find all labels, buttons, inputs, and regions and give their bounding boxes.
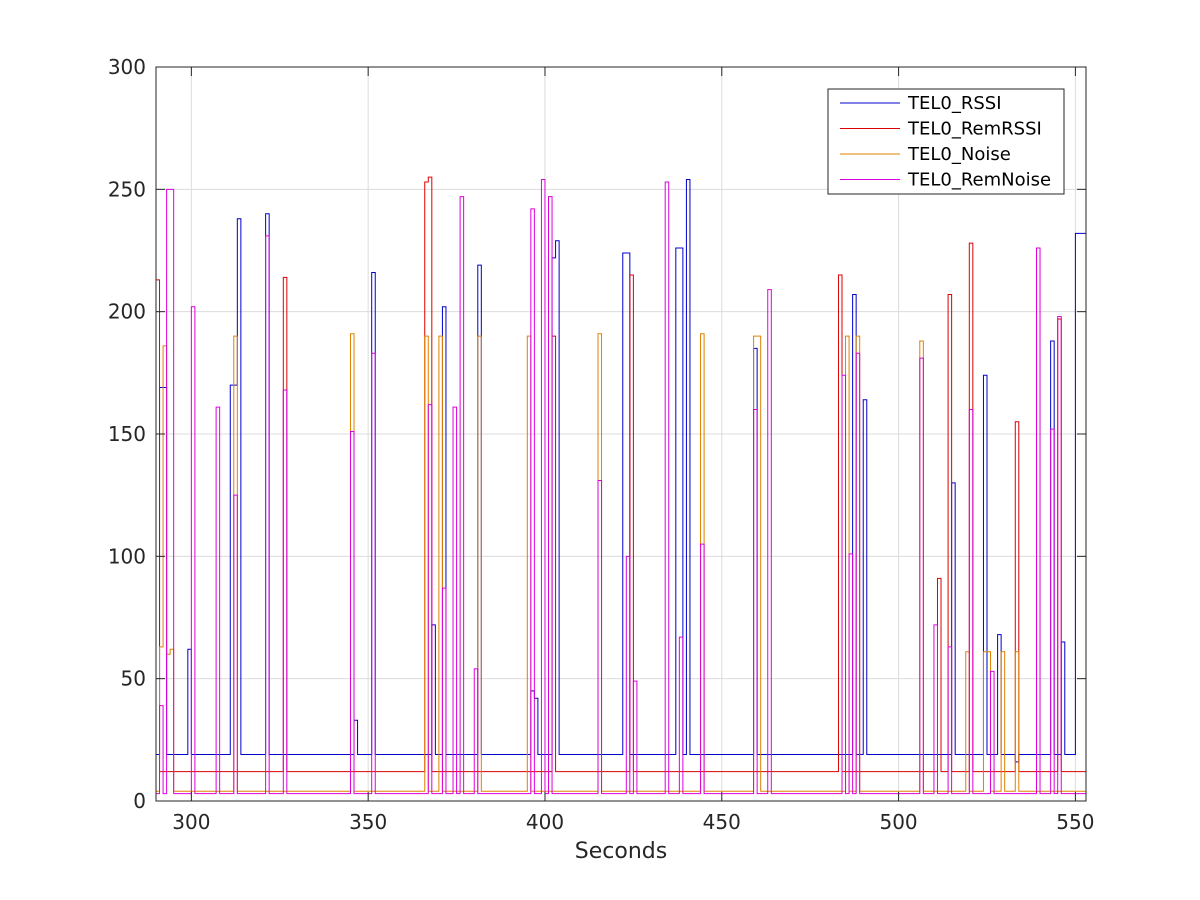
x-tick-label: 350 bbox=[349, 810, 387, 834]
y-tick-label: 0 bbox=[133, 789, 146, 813]
y-tick-label: 150 bbox=[108, 422, 146, 446]
legend-label: TEL0_RSSI bbox=[907, 93, 1002, 114]
x-axis-label: Seconds bbox=[575, 839, 667, 864]
legend-label: TEL0_RemRSSI bbox=[907, 119, 1042, 140]
legend-label: TEL0_RemNoise bbox=[907, 170, 1051, 191]
x-tick-label: 500 bbox=[879, 810, 917, 834]
series-layer bbox=[155, 176, 1086, 795]
y-tick-label: 100 bbox=[108, 544, 146, 568]
legend-box bbox=[827, 88, 1065, 195]
axis-ticks: 300 350 400 450 500 550 0 50 100 150 200 250 300 bbox=[108, 55, 1095, 834]
x-tick-label: 550 bbox=[1056, 810, 1094, 834]
y-tick-label: 250 bbox=[108, 177, 146, 201]
series-line-tel0-remnoise bbox=[156, 179, 1086, 795]
x-tick-label: 400 bbox=[526, 810, 564, 834]
legend: TEL0_RSSI TEL0_RemRSSI TEL0_Noise TEL0_RemN… bbox=[827, 88, 1065, 195]
x-tick-label: 450 bbox=[703, 810, 741, 834]
x-tick-label: 300 bbox=[172, 810, 210, 834]
legend-label: TEL0_Noise bbox=[907, 144, 1011, 165]
y-tick-label: 50 bbox=[121, 667, 146, 691]
series-line-tel0-rssi bbox=[156, 179, 1086, 763]
y-tick-label: 200 bbox=[108, 300, 146, 324]
y-tick-label: 300 bbox=[108, 55, 146, 79]
